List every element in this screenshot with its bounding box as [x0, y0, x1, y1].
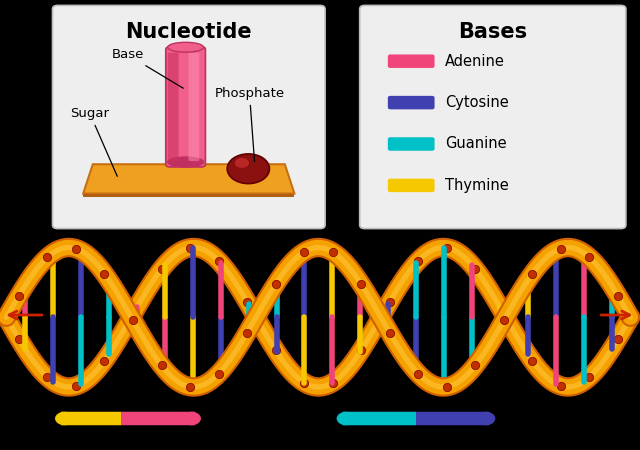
Circle shape [235, 158, 249, 168]
Ellipse shape [168, 42, 204, 52]
Ellipse shape [476, 412, 495, 425]
Text: Phosphate: Phosphate [214, 87, 285, 162]
Polygon shape [83, 194, 294, 197]
Text: Thymine: Thymine [445, 178, 509, 193]
Text: Base: Base [112, 49, 183, 88]
Text: Sugar: Sugar [70, 107, 117, 176]
Ellipse shape [168, 157, 204, 167]
FancyBboxPatch shape [360, 5, 626, 229]
FancyBboxPatch shape [61, 412, 122, 425]
FancyBboxPatch shape [122, 412, 195, 425]
FancyBboxPatch shape [388, 179, 435, 192]
Text: Nucleotide: Nucleotide [125, 22, 252, 42]
FancyBboxPatch shape [166, 47, 205, 167]
Ellipse shape [337, 412, 356, 425]
FancyBboxPatch shape [168, 53, 179, 161]
Text: Bases: Bases [458, 22, 527, 42]
Circle shape [227, 154, 269, 184]
FancyBboxPatch shape [188, 53, 200, 161]
Text: Guanine: Guanine [445, 136, 506, 152]
FancyBboxPatch shape [52, 5, 325, 229]
FancyBboxPatch shape [388, 137, 435, 151]
Polygon shape [83, 164, 294, 194]
Ellipse shape [55, 412, 74, 425]
Text: Cytosine: Cytosine [445, 95, 509, 110]
FancyBboxPatch shape [342, 412, 416, 425]
FancyBboxPatch shape [388, 96, 435, 109]
Text: Adenine: Adenine [445, 54, 505, 69]
Ellipse shape [182, 412, 201, 425]
FancyBboxPatch shape [388, 54, 435, 68]
FancyBboxPatch shape [416, 412, 490, 425]
